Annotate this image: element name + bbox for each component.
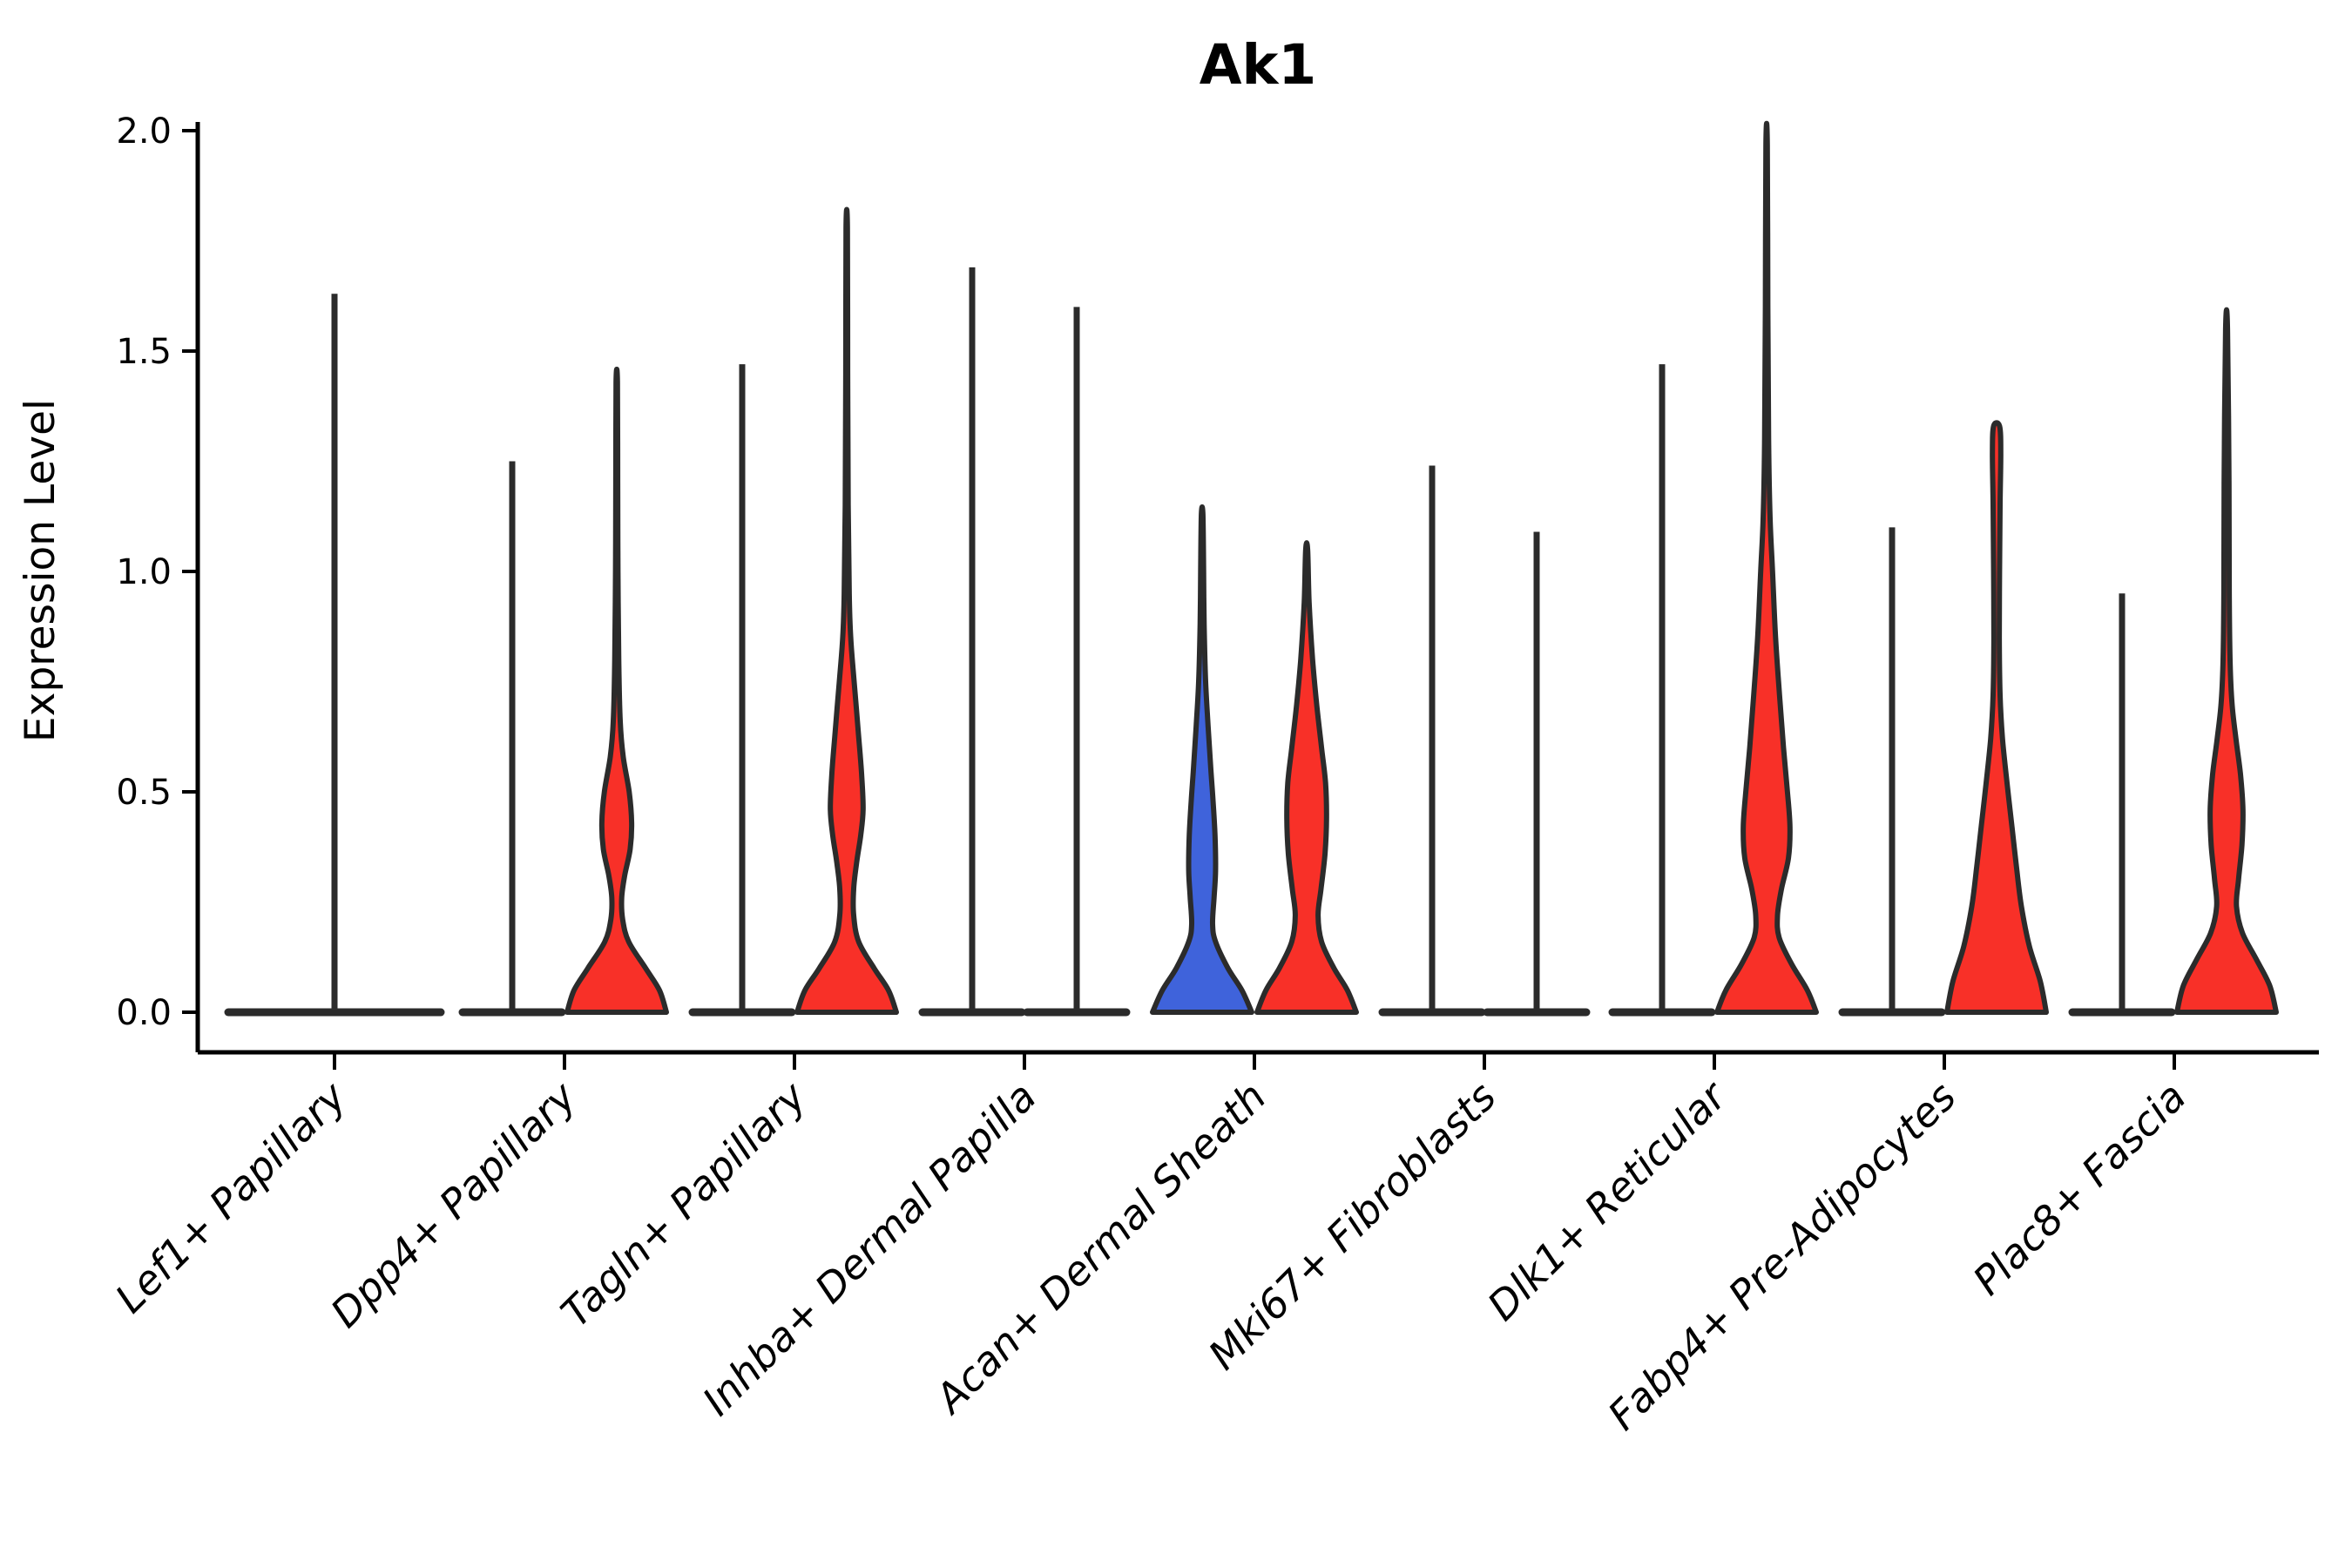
violin-acan-dermal-sheath-left	[1150, 504, 1254, 1015]
x-tick-label: Lef1+ Papillary	[106, 1072, 355, 1321]
y-axis-label: Expression Level	[17, 399, 64, 742]
y-tick-label: 2.0	[116, 112, 172, 152]
x-tick-label: Plac8+ Fascia	[1963, 1073, 2194, 1304]
violin-fabp4-pre-adipocytes-right	[1944, 420, 2049, 1015]
x-tick-label: Tagln+ Papillary	[551, 1072, 815, 1336]
y-tick-label: 1.5	[116, 332, 172, 372]
violin-dlk1-reticular-right	[1714, 120, 1819, 1015]
violins	[224, 120, 2279, 1017]
chart-title: Ak1	[1200, 33, 1317, 97]
violin-plac8-fascia-right	[2174, 307, 2279, 1015]
violin-tagln-papillary-right	[794, 206, 899, 1015]
violin-dpp4-papillary-right	[564, 366, 669, 1015]
y-tick-label: 1.0	[116, 552, 172, 592]
x-tick-label: Dlk1+ Reticular	[1478, 1071, 1737, 1329]
y-tick-label: 0.0	[116, 993, 172, 1033]
violin-acan-dermal-sheath-right	[1254, 540, 1359, 1015]
x-tick-label: Dpp4+ Papillary	[321, 1072, 585, 1336]
y-tick-label: 0.5	[116, 773, 172, 813]
